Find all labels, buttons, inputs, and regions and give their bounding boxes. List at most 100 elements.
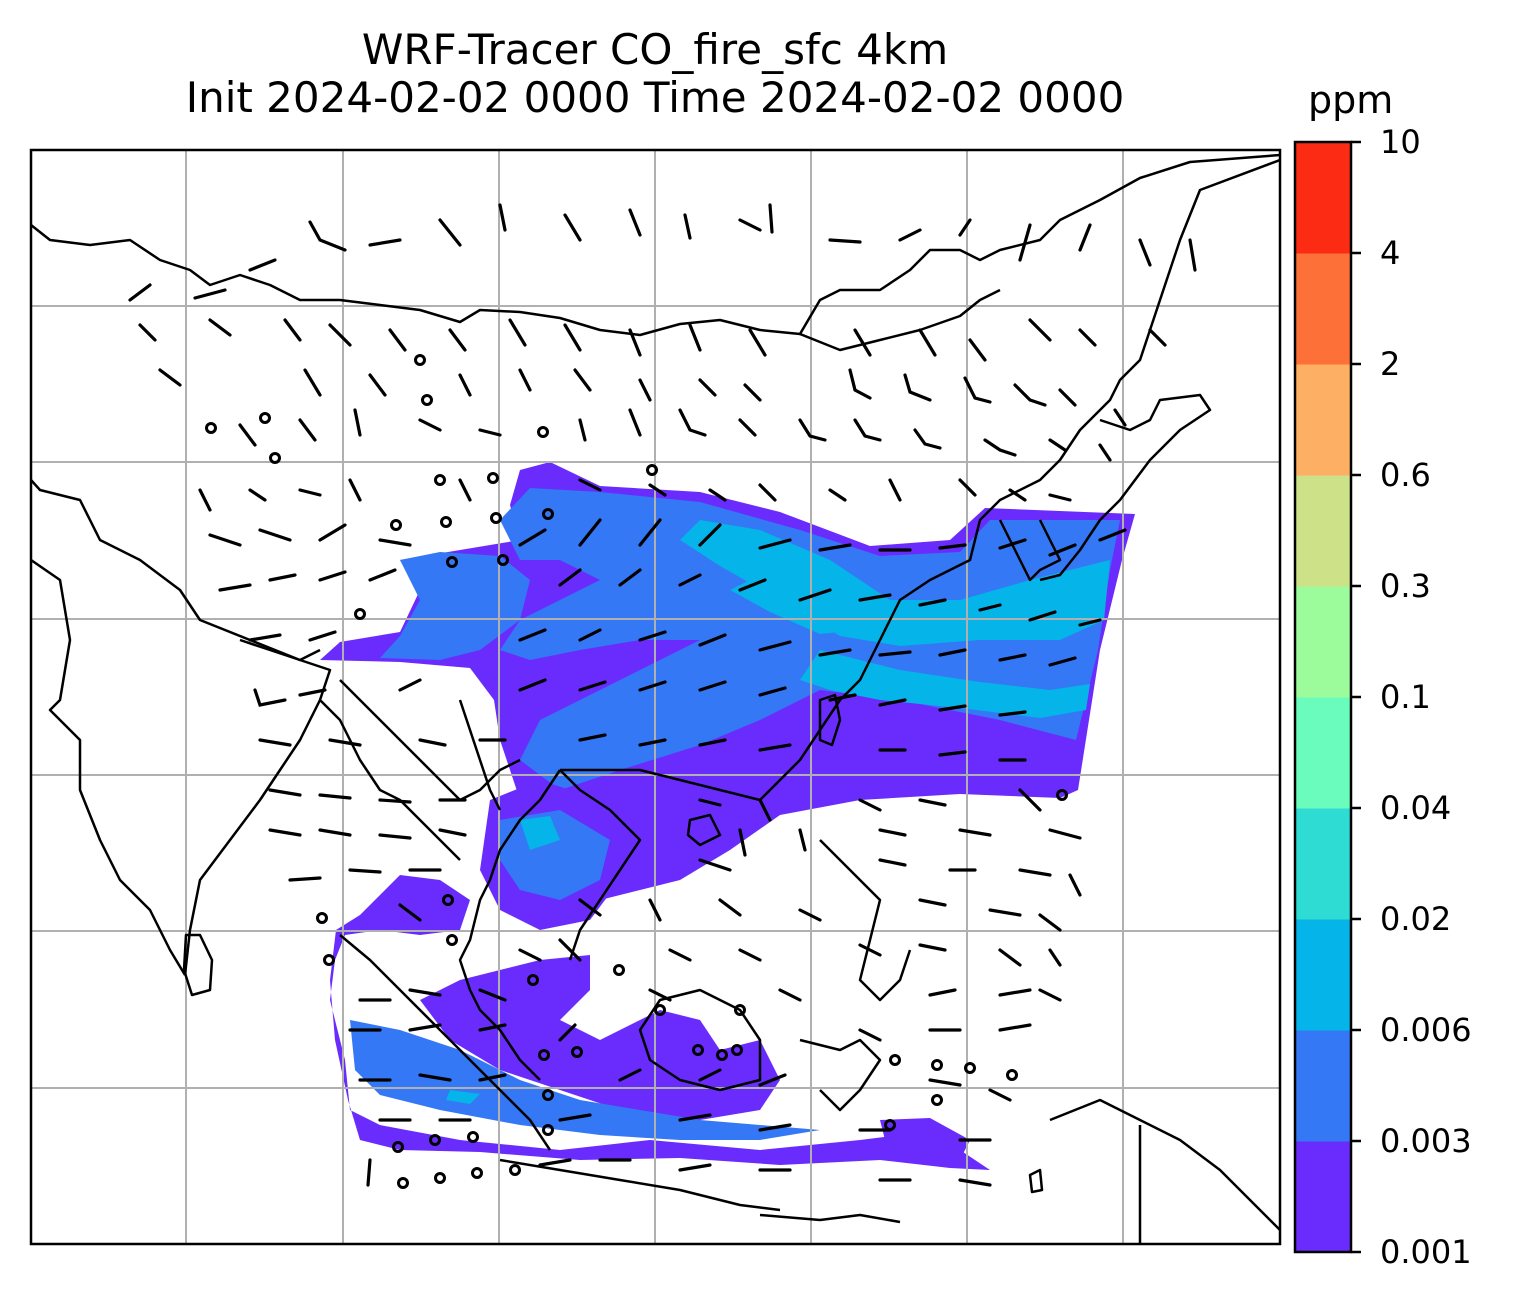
colorbar-tick-label: 0.006 — [1380, 1011, 1472, 1049]
wind-barb — [518, 678, 547, 692]
wind-barb — [578, 733, 607, 742]
wind-barb — [678, 1163, 712, 1172]
calm-circle — [446, 556, 458, 568]
wind-barb — [888, 478, 902, 502]
wind-barb — [258, 738, 292, 747]
wind-barb — [738, 828, 747, 857]
wind-barb — [328, 738, 362, 747]
wind-barb — [738, 218, 762, 232]
wind-barb — [518, 528, 547, 547]
calm-circle — [442, 894, 454, 906]
calm-circle — [397, 1177, 409, 1189]
wind-barb — [508, 318, 527, 347]
wind-barb — [138, 323, 157, 342]
calm-circle — [434, 1172, 446, 1184]
wind-barb — [878, 650, 912, 657]
calm-circle — [1056, 789, 1068, 801]
wind-barb — [918, 598, 947, 607]
wind-barb — [758, 1073, 787, 1087]
title-line-2: Init 2024-02-02 0000 Time 2024-02-02 000… — [185, 73, 1125, 122]
wind-barb — [848, 368, 872, 400]
wind-barb — [303, 368, 322, 397]
plume-north-high-2 — [800, 650, 1090, 718]
calm-circle — [734, 1004, 746, 1016]
plume-south-central-high — [520, 816, 560, 850]
wind-barb — [1078, 328, 1097, 347]
coast-java — [499, 1158, 781, 1212]
wind-barb — [1078, 618, 1102, 627]
wind-barb — [638, 680, 667, 692]
calm-circle — [390, 519, 402, 531]
calm-circle — [964, 1062, 976, 1074]
plume-west-mid — [380, 552, 530, 660]
wind-barb — [978, 603, 1002, 612]
calm-circle — [440, 516, 452, 528]
wind-barb — [1048, 438, 1067, 452]
wind-barb — [1038, 988, 1062, 1002]
wind-barb — [1028, 610, 1057, 622]
wind-barb — [918, 943, 947, 952]
wind-barb — [563, 213, 582, 242]
wind-barb — [998, 538, 1027, 550]
wind-barb — [668, 948, 692, 962]
colorbar-segment — [1295, 1141, 1351, 1253]
coast-philippines — [819, 839, 912, 1002]
wind-barb — [398, 678, 422, 692]
colorbar-unit: ppm — [1308, 78, 1394, 122]
wind-barb — [998, 653, 1027, 662]
wind-barb — [1148, 328, 1167, 347]
calm-circle — [731, 1044, 743, 1056]
wind-barb — [558, 1023, 577, 1042]
wind-barb — [968, 338, 987, 362]
wind-barb — [628, 328, 642, 357]
wind-barb — [1018, 223, 1032, 262]
wind-barb — [298, 418, 317, 442]
coast-taiwan — [818, 693, 842, 747]
calm-circle — [429, 1134, 441, 1146]
border-inner-1 — [339, 679, 521, 802]
wind-barb — [318, 793, 352, 800]
wind-barb — [698, 858, 732, 872]
wind-barb — [998, 988, 1032, 997]
wind-barb — [758, 1123, 792, 1132]
wind-barb — [558, 568, 582, 587]
coast-india-east — [31, 479, 332, 976]
calm-circle — [446, 934, 458, 946]
calm-circle — [542, 1089, 554, 1101]
wind-barb — [1058, 388, 1077, 407]
wind-barb — [538, 1158, 572, 1167]
wind-barb — [268, 828, 302, 837]
wind-barb — [698, 633, 727, 647]
calm-circle — [542, 508, 554, 520]
wind-barb — [348, 478, 362, 502]
wind-barb — [1013, 383, 1047, 407]
wind-barb — [498, 203, 507, 232]
calm-circle — [571, 1046, 583, 1058]
wind-barb — [938, 543, 967, 550]
wind-barb — [298, 488, 322, 497]
wind-barb — [418, 1073, 452, 1082]
wind-barb — [248, 633, 282, 642]
wind-barb — [368, 373, 387, 397]
coast-hainan — [686, 813, 722, 847]
calm-circle — [654, 1004, 666, 1016]
wind-barb — [698, 680, 727, 692]
wind-barb — [1008, 488, 1027, 502]
wind-barb — [988, 1088, 1012, 1102]
wind-barb — [1048, 948, 1062, 967]
wind-barb — [628, 208, 642, 237]
wind-barb — [318, 570, 347, 582]
calm-circle — [316, 912, 328, 924]
wind-barb — [398, 903, 422, 922]
border-north — [31, 153, 1280, 337]
wind-barb — [958, 828, 992, 837]
wind-barb — [758, 640, 792, 652]
wind-barb — [858, 798, 882, 812]
map-title: WRF-Tracer CO_fire_sfc 4km Init 2024-02-… — [30, 26, 1280, 122]
wind-barb — [918, 328, 937, 357]
wind-barb — [648, 898, 662, 922]
wind-barb — [368, 238, 402, 247]
calm-circles — [205, 354, 1068, 1189]
wind-barb — [938, 704, 967, 712]
colorbar-tick-label: 0.02 — [1380, 900, 1452, 938]
